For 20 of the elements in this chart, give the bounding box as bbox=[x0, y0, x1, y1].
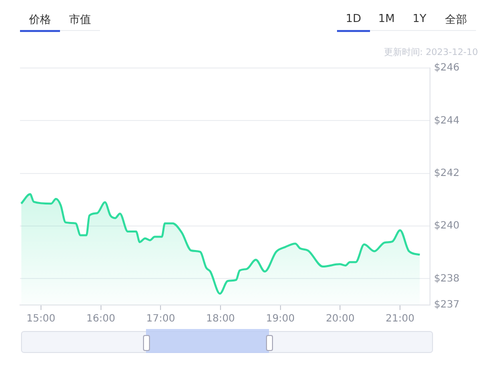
y-tick-label: $237 bbox=[434, 300, 460, 311]
x-tick-label: 17:00 bbox=[146, 314, 176, 325]
x-tick-label: 20:00 bbox=[326, 314, 355, 325]
text: 1D bbox=[337, 12, 370, 32]
text: 更新时间: 2023-12-10 bbox=[384, 46, 478, 59]
text: 价格 bbox=[20, 12, 60, 32]
x-tick-label: 18:00 bbox=[206, 314, 235, 325]
y-tick-label: $246 bbox=[434, 62, 460, 74]
y-tick-label: $242 bbox=[434, 168, 460, 179]
y-tick-label: $244 bbox=[434, 115, 460, 126]
y-tick-label: $240 bbox=[434, 220, 460, 232]
text: 1M bbox=[370, 12, 403, 31]
y-tick-label: $238 bbox=[434, 273, 460, 284]
x-tick-label: 16:00 bbox=[86, 314, 116, 325]
text: 1Y bbox=[403, 12, 436, 31]
text: 全部 bbox=[436, 12, 476, 31]
x-tick-label: 19:00 bbox=[266, 314, 295, 325]
text: 市值 bbox=[60, 12, 100, 31]
x-tick-label: 15:00 bbox=[26, 314, 56, 325]
x-tick-label: 21:00 bbox=[386, 314, 414, 325]
